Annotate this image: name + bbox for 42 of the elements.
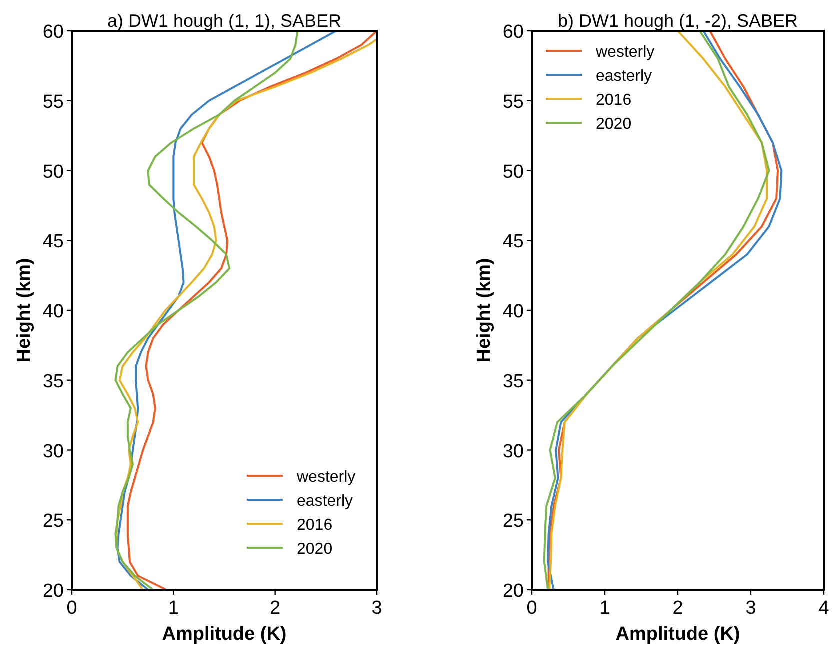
legend-label: easterly (297, 493, 354, 510)
line-series (114, 30, 299, 591)
legend-label: 2016 (297, 517, 333, 534)
y-tick-label: 25 (42, 511, 64, 532)
x-tick-label: 0 (66, 598, 78, 619)
y-tick-label: 45 (42, 232, 64, 253)
y-axis-title: Height (km) (14, 258, 35, 363)
y-tick-label: 35 (502, 371, 524, 392)
y-tick-label: 55 (42, 92, 64, 113)
y-tick-label: 60 (42, 22, 64, 43)
x-tick-label: 1 (600, 598, 610, 619)
chart-title: b) DW1 hough (1, -2), SABER (558, 11, 798, 31)
x-tick-label: 0 (526, 598, 538, 619)
x-tick-label: 3 (372, 598, 382, 619)
chart-title: a) DW1 hough (1, 1), SABER (107, 11, 342, 31)
y-tick-label: 30 (42, 441, 64, 462)
legend-label: easterly (596, 68, 652, 85)
x-axis-title: Amplitude (K) (162, 624, 287, 645)
y-tick-label: 40 (42, 302, 64, 322)
legend-label: westerly (296, 469, 356, 486)
y-tick-label: 50 (42, 162, 64, 183)
y-tick-label: 45 (502, 232, 524, 253)
y-tick-label: 35 (42, 371, 64, 392)
y-tick-label: 25 (502, 511, 524, 532)
y-tick-label: 60 (502, 22, 524, 43)
y-tick-label: 30 (502, 441, 524, 462)
x-axis-title: Amplitude (K) (616, 624, 740, 645)
legend-label: westerly (595, 44, 655, 61)
y-tick-label: 20 (502, 581, 524, 602)
y-tick-label: 55 (502, 92, 524, 113)
x-tick-label: 3 (746, 598, 756, 619)
legend-label: 2016 (596, 92, 632, 109)
x-tick-label: 2 (270, 598, 281, 619)
y-tick-label: 40 (502, 302, 524, 322)
y-axis-title: Height (km) (474, 258, 495, 363)
x-tick-label: 4 (818, 598, 830, 619)
y-tick-label: 20 (42, 581, 64, 602)
x-tick-label: 1 (168, 598, 179, 619)
y-tick-label: 50 (502, 162, 524, 183)
legend-label: 2020 (596, 116, 632, 133)
x-tick-label: 2 (672, 598, 684, 619)
legend-label: 2020 (297, 541, 333, 558)
